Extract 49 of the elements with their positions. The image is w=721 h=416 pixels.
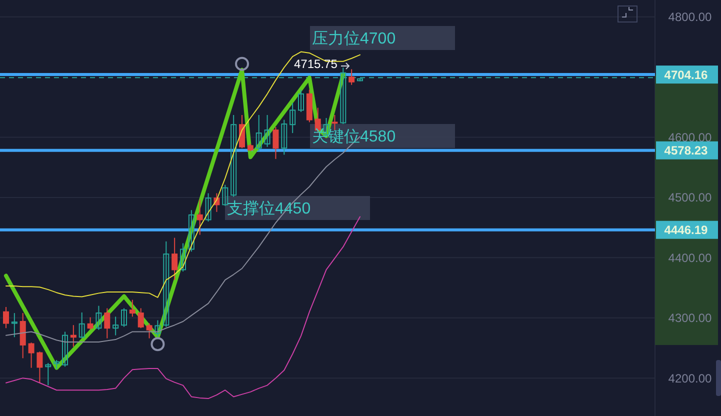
- candlestick: [222, 184, 228, 206]
- candlestick: [146, 322, 152, 339]
- candlestick: [188, 210, 194, 252]
- candlestick: [256, 114, 262, 152]
- ref-line-label: 4704.16: [664, 68, 708, 82]
- candlestick: [239, 114, 245, 149]
- candlestick: [28, 342, 34, 368]
- candlestick: [138, 308, 144, 329]
- candlestick: [70, 324, 76, 348]
- candlestick: [290, 102, 296, 134]
- ref-line-label: 4578.23: [664, 144, 708, 158]
- candlestick: [180, 242, 186, 272]
- annotation: 4715.75: [294, 57, 338, 72]
- candlestick: [104, 308, 110, 339]
- annotation: 关键位4580: [312, 128, 396, 146]
- candlestick: [230, 114, 237, 198]
- annotation: 压力位4700: [312, 30, 396, 48]
- line-series: [6, 216, 360, 400]
- y-tick-label: 4500.00: [668, 190, 712, 205]
- y-tick-label: 4400.00: [668, 250, 712, 265]
- candlestick: [45, 362, 52, 386]
- candlestick: [264, 114, 270, 148]
- candlestick: [78, 312, 85, 339]
- candlestick: [281, 119, 288, 156]
- candlestick: [62, 331, 68, 368]
- candlestick: [87, 316, 94, 330]
- ref-line-label: 4446.19: [664, 223, 708, 238]
- candlestick: [205, 192, 212, 222]
- candlestick: [154, 320, 161, 338]
- candlestick: [129, 299, 136, 318]
- candlestick: [121, 308, 127, 328]
- candlestick: [163, 240, 170, 328]
- candlestick: [298, 89, 304, 112]
- candlestick: [348, 68, 355, 86]
- candlestick: [3, 306, 9, 329]
- y-tick-label: 4800.00: [668, 10, 712, 24]
- candlestick: [20, 312, 26, 359]
- candlestick: [172, 237, 178, 280]
- candlestick: [36, 351, 43, 384]
- candlestick: [96, 305, 102, 330]
- y-tick-label: 4300.00: [668, 311, 712, 326]
- candlestick: [272, 126, 279, 160]
- candlestick: [54, 360, 60, 370]
- line-series: [6, 51, 360, 298]
- y-tick-label: 4600.00: [668, 130, 712, 144]
- candlestick: [112, 316, 119, 336]
- y-tick-label: 4200.00: [668, 371, 712, 386]
- candlestick: [11, 312, 18, 338]
- candlestick: [196, 199, 203, 236]
